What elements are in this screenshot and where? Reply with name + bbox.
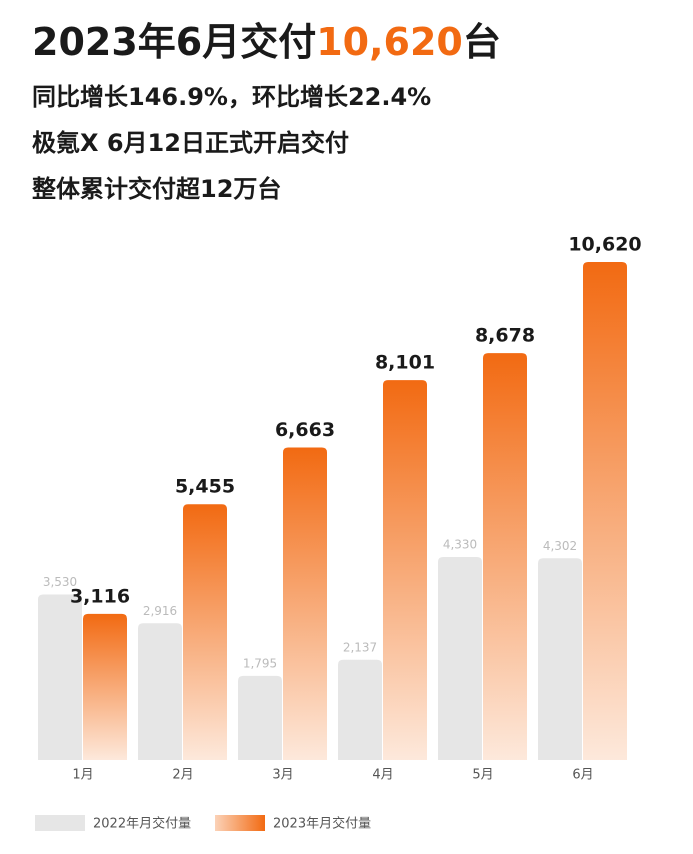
chart-title: 2023年6月交付10,620台 bbox=[32, 20, 501, 64]
subtitle: 整体累计交付超12万台 bbox=[32, 175, 281, 203]
title-highlight: 10,620 bbox=[316, 20, 463, 64]
x-tick-label: 2月 bbox=[172, 768, 193, 783]
bar bbox=[338, 659, 382, 760]
subtitle: 极氪X 6月12日正式开启交付 bbox=[32, 129, 349, 157]
data-label: 8,101 bbox=[375, 352, 435, 374]
data-label: 5,455 bbox=[175, 476, 235, 498]
title-suffix: 台 bbox=[463, 20, 501, 64]
data-label: 3,116 bbox=[70, 585, 130, 607]
bar bbox=[483, 353, 527, 760]
data-label: 6,663 bbox=[275, 419, 335, 441]
title-prefix: 2023年6月交付 bbox=[32, 20, 316, 64]
subtitle: 同比增长146.9%，环比增长22.4% bbox=[32, 83, 431, 111]
legend-label: 2022年月交付量 bbox=[93, 816, 191, 832]
x-tick-label: 6月 bbox=[572, 768, 593, 783]
bar bbox=[383, 380, 427, 760]
bar bbox=[538, 558, 582, 760]
data-label: 4,302 bbox=[543, 539, 577, 553]
x-tick-label: 4月 bbox=[372, 768, 393, 783]
bar bbox=[238, 675, 282, 760]
bar bbox=[583, 262, 627, 760]
bar bbox=[38, 594, 82, 760]
data-label: 10,620 bbox=[568, 234, 641, 256]
bar bbox=[83, 613, 127, 760]
data-label: 8,678 bbox=[475, 325, 535, 347]
bar bbox=[438, 556, 482, 760]
x-tick-label: 1月 bbox=[72, 768, 93, 783]
x-tick-label: 3月 bbox=[272, 768, 293, 783]
legend-label: 2023年月交付量 bbox=[273, 816, 371, 832]
legend-swatch bbox=[215, 815, 265, 831]
bar bbox=[183, 504, 227, 760]
x-tick-label: 5月 bbox=[472, 768, 493, 783]
data-label: 4,330 bbox=[443, 537, 477, 551]
bar bbox=[283, 447, 327, 760]
legend-swatch bbox=[35, 815, 85, 831]
data-label: 2,137 bbox=[343, 640, 377, 654]
bar bbox=[138, 623, 182, 760]
data-label: 1,795 bbox=[243, 656, 277, 670]
data-label: 3,530 bbox=[43, 575, 77, 589]
data-label: 2,916 bbox=[143, 604, 177, 618]
